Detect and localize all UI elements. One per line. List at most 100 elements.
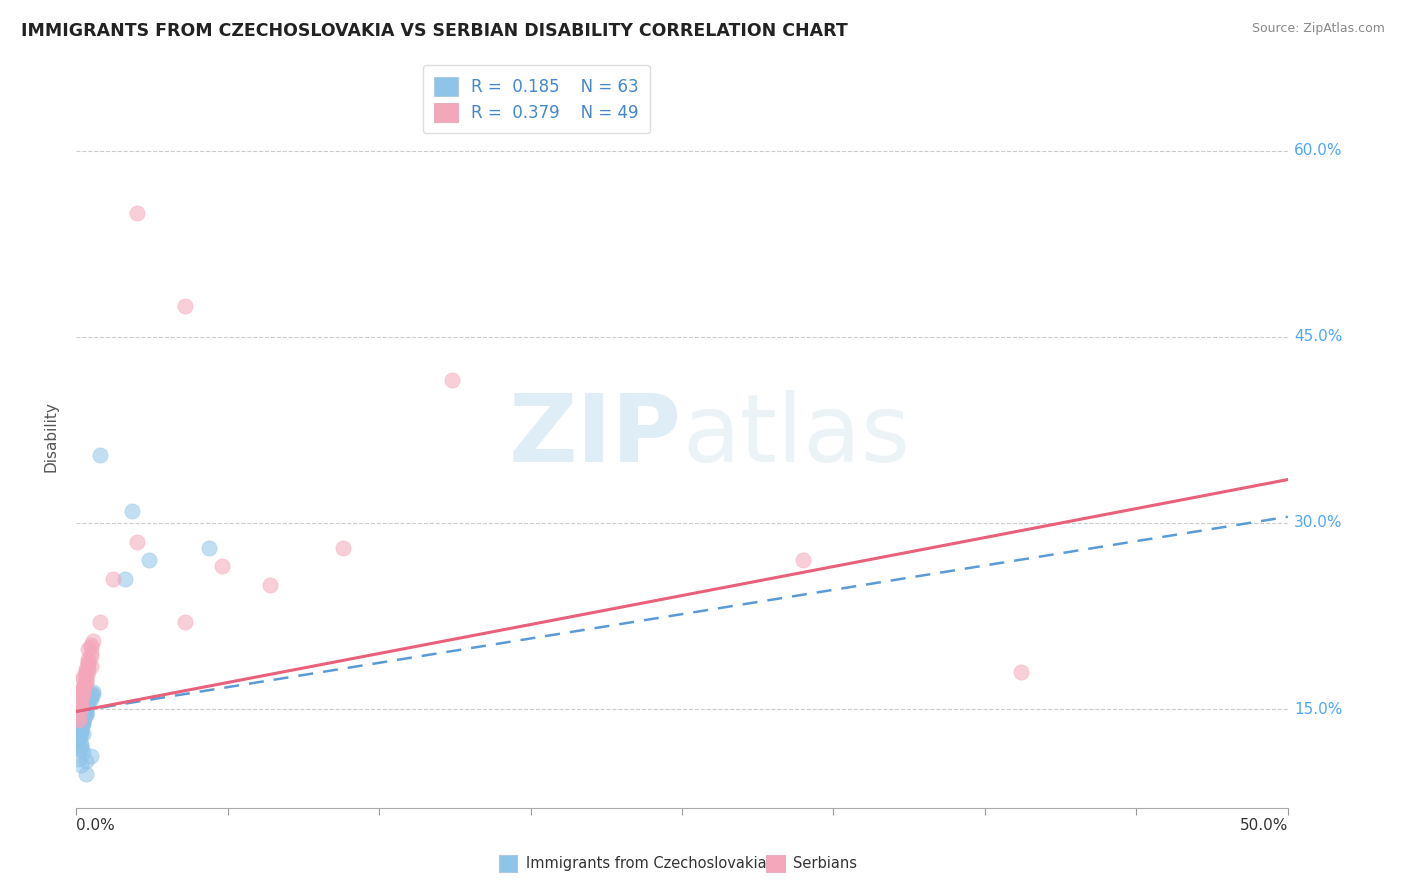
Point	[80, 646, 103, 660]
Point	[259, 578, 281, 592]
Point	[67, 728, 90, 742]
Point	[125, 206, 148, 220]
Y-axis label: Disability: Disability	[44, 401, 58, 472]
Point	[80, 749, 103, 764]
Point	[72, 670, 94, 684]
Point	[67, 731, 90, 746]
Point	[174, 299, 197, 313]
Point	[72, 711, 94, 725]
Point	[75, 674, 97, 689]
Point	[75, 702, 97, 716]
Point	[72, 705, 94, 719]
Text: ZIP: ZIP	[509, 390, 682, 483]
Point	[198, 541, 221, 555]
Point	[82, 633, 104, 648]
Point	[138, 553, 160, 567]
Point	[67, 724, 90, 739]
Point	[70, 722, 93, 736]
Point	[114, 572, 136, 586]
Point	[75, 673, 97, 688]
Point	[1010, 665, 1032, 679]
Point	[77, 665, 100, 679]
Text: atlas: atlas	[682, 390, 910, 483]
Point	[72, 715, 94, 730]
Point	[75, 705, 97, 719]
Point	[70, 723, 93, 738]
Point	[77, 656, 100, 670]
Point	[67, 713, 90, 727]
Text: Serbians: Serbians	[793, 856, 858, 871]
Point	[70, 696, 93, 710]
Point	[75, 754, 97, 768]
Point	[72, 709, 94, 723]
Point	[80, 687, 103, 701]
Point	[75, 766, 97, 780]
Point	[72, 746, 94, 760]
Point	[70, 699, 93, 714]
Point	[80, 658, 103, 673]
Point	[70, 739, 93, 754]
Text: 50.0%: 50.0%	[1240, 818, 1288, 833]
Point	[72, 683, 94, 698]
Text: 45.0%: 45.0%	[1294, 329, 1343, 344]
Point	[75, 708, 97, 723]
Point	[70, 757, 93, 772]
Point	[72, 681, 94, 695]
Point	[67, 712, 90, 726]
Point	[82, 684, 104, 698]
Point	[75, 664, 97, 678]
Point	[75, 666, 97, 681]
Point	[72, 727, 94, 741]
Text: 0.0%: 0.0%	[76, 818, 115, 833]
Text: IMMIGRANTS FROM CZECHOSLOVAKIA VS SERBIAN DISABILITY CORRELATION CHART: IMMIGRANTS FROM CZECHOSLOVAKIA VS SERBIA…	[21, 22, 848, 40]
Point	[72, 680, 94, 694]
Point	[72, 687, 94, 701]
Point	[82, 687, 104, 701]
Point	[67, 731, 90, 745]
Point	[80, 638, 103, 652]
Point	[67, 733, 90, 747]
Point	[72, 682, 94, 697]
Point	[75, 703, 97, 717]
Point	[75, 696, 97, 710]
Point	[75, 706, 97, 720]
Point	[67, 708, 90, 723]
Point	[77, 696, 100, 710]
Point	[67, 729, 90, 743]
Point	[77, 661, 100, 675]
Point	[77, 697, 100, 711]
Point	[72, 703, 94, 717]
Point	[70, 717, 93, 731]
Point	[75, 662, 97, 676]
Point	[174, 615, 197, 630]
Point	[67, 714, 90, 729]
Point	[89, 615, 111, 630]
Text: 60.0%: 60.0%	[1294, 144, 1343, 159]
Point	[332, 541, 354, 555]
Point	[70, 723, 93, 738]
Point	[67, 712, 90, 726]
Point	[72, 672, 94, 686]
Point	[792, 553, 814, 567]
Point	[80, 648, 103, 663]
Point	[72, 686, 94, 700]
Point	[70, 718, 93, 732]
Point	[70, 741, 93, 756]
Point	[75, 677, 97, 691]
Point	[77, 657, 100, 672]
Point	[72, 708, 94, 723]
Point	[211, 559, 233, 574]
Point	[75, 706, 97, 721]
Point	[77, 655, 100, 669]
Point	[70, 705, 93, 719]
Point	[77, 652, 100, 666]
Point	[72, 717, 94, 731]
Legend: R =  0.185    N = 63, R =  0.379    N = 49: R = 0.185 N = 63, R = 0.379 N = 49	[423, 65, 651, 134]
Point	[72, 713, 94, 727]
Point	[70, 700, 93, 714]
Point	[70, 690, 93, 704]
Point	[70, 727, 93, 741]
Point	[80, 690, 103, 704]
Point	[72, 713, 94, 727]
Point	[77, 692, 100, 706]
